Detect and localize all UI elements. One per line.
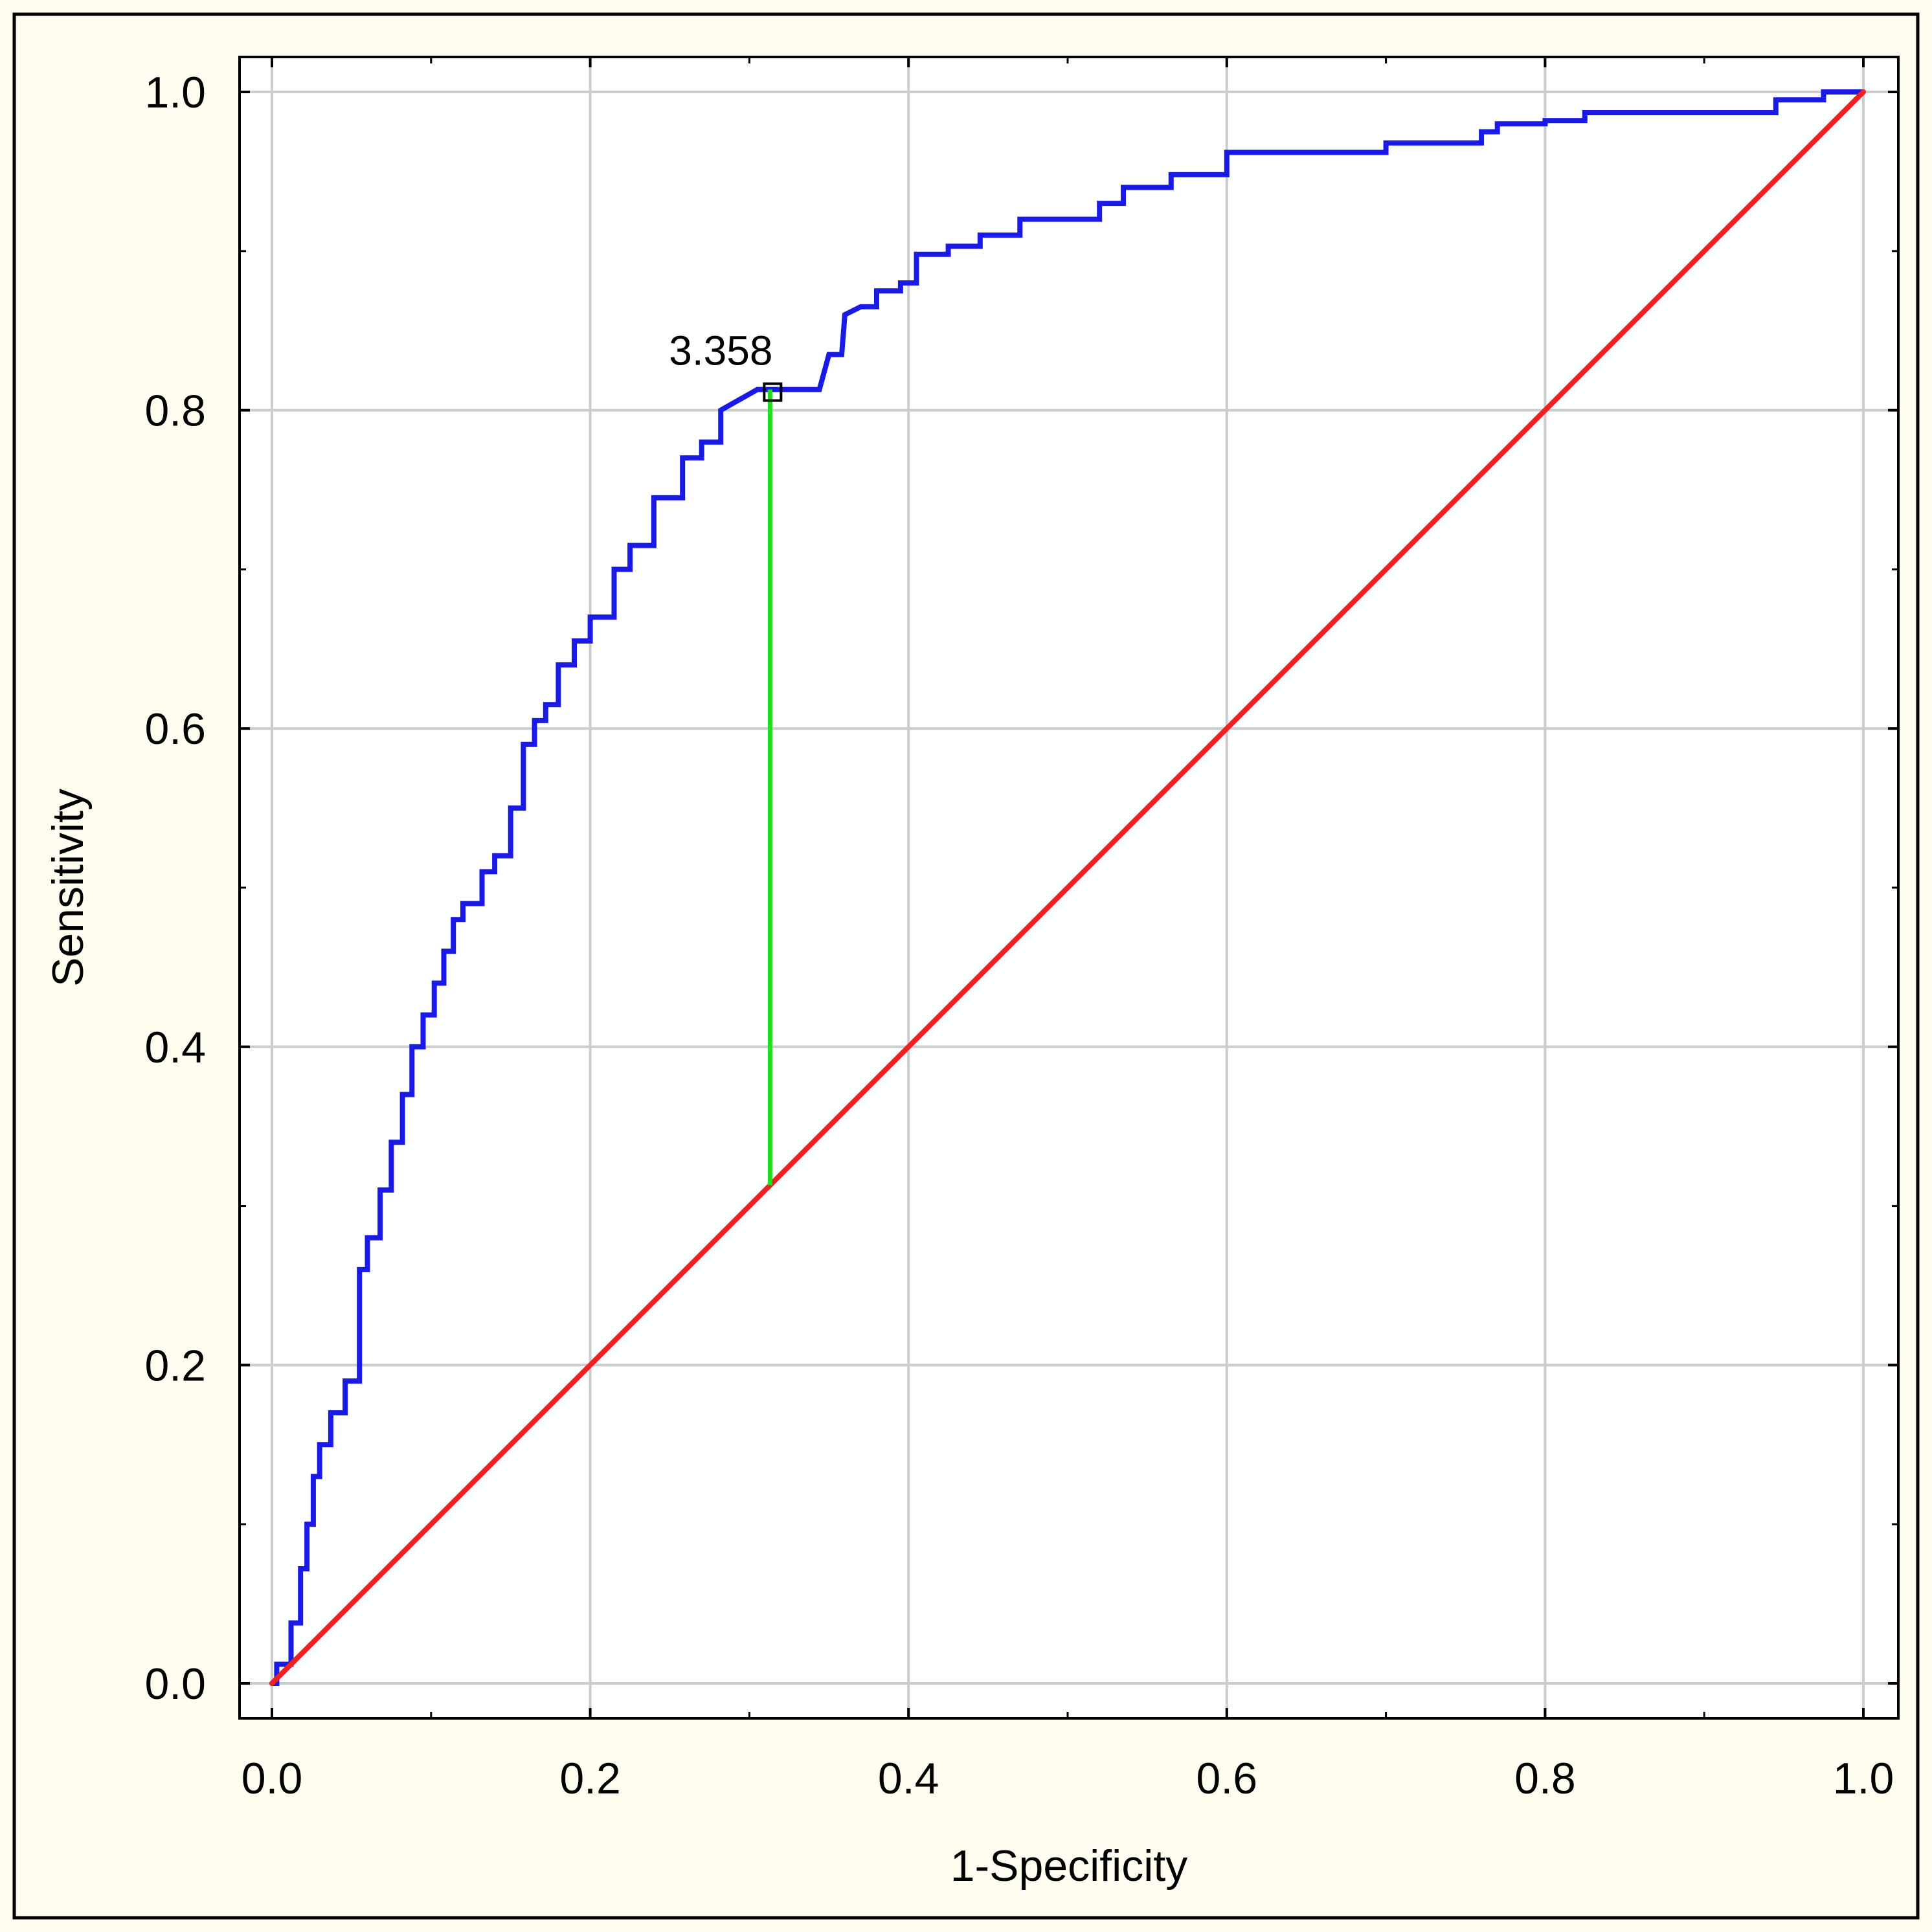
y-tick-label: 1.0 bbox=[144, 68, 206, 117]
y-axis-label: Sensitivity bbox=[43, 789, 93, 987]
x-tick-label: 0.2 bbox=[559, 1754, 621, 1803]
grid bbox=[241, 58, 1897, 1717]
y-tick-label: 0.4 bbox=[144, 1023, 206, 1072]
x-tick-label: 0.6 bbox=[1196, 1754, 1258, 1803]
y-tick-label: 0.6 bbox=[144, 704, 206, 754]
reference-diagonal-line bbox=[269, 89, 1866, 1686]
x-tick-label: 0.4 bbox=[878, 1754, 939, 1803]
x-tick-label: 0.8 bbox=[1514, 1754, 1576, 1803]
series bbox=[269, 89, 1866, 1686]
y-tick-label: 0.8 bbox=[144, 387, 206, 436]
roc-curve-line bbox=[269, 89, 1866, 1686]
x-tick-label: 1.0 bbox=[1833, 1754, 1894, 1803]
tick-labels: 0.0 0.2 0.4 0.6 0.8 1.0 0.0 0.2 0.4 0.6 0.8 1.0 bbox=[144, 68, 1894, 1803]
y-tick-label: 0.2 bbox=[144, 1341, 206, 1390]
x-tick-label: 0.0 bbox=[242, 1754, 303, 1803]
tick-marks bbox=[240, 57, 1898, 1718]
cutoff-label: 3.358 bbox=[669, 328, 772, 374]
y-tick-label: 0.0 bbox=[144, 1659, 206, 1709]
x-axis-label: 1-Specificity bbox=[950, 1841, 1188, 1891]
cutoff-marker bbox=[763, 382, 783, 402]
